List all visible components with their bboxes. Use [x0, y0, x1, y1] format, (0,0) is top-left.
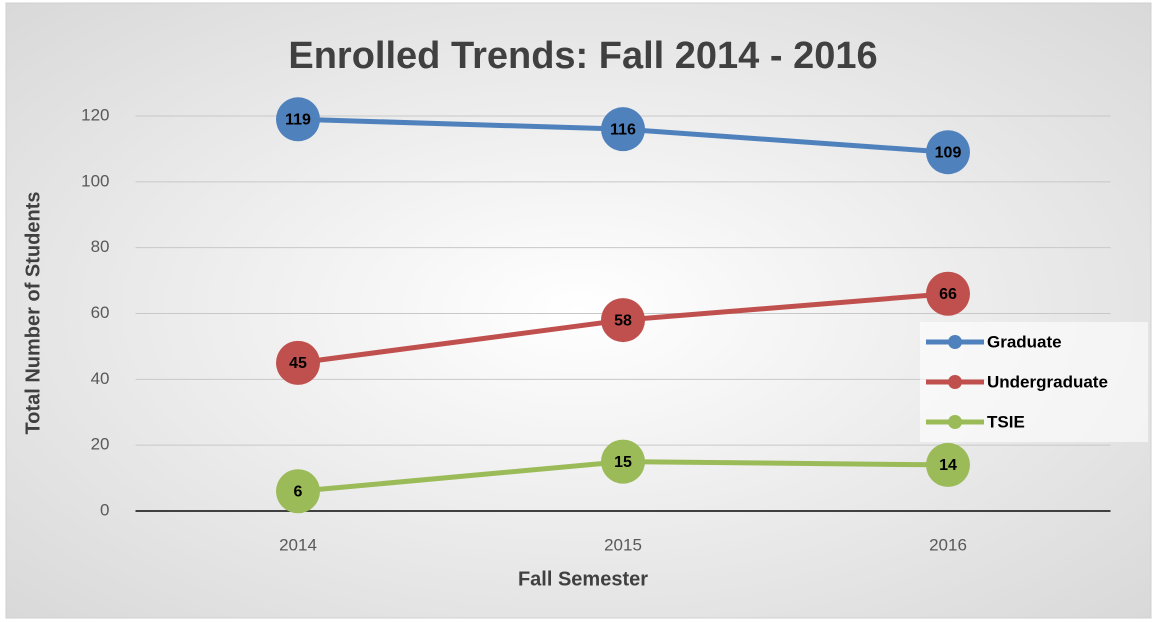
data-label: 15 — [614, 454, 632, 471]
x-tick-label: 2015 — [604, 535, 642, 554]
chart-background — [5, 2, 1152, 619]
marker — [601, 439, 645, 484]
legend-marker — [948, 335, 962, 349]
marker — [926, 442, 970, 487]
data-label: 45 — [289, 355, 307, 372]
marker — [276, 97, 320, 142]
data-label: 66 — [939, 286, 957, 303]
y-tick-label: 80 — [91, 237, 110, 256]
marker — [276, 340, 320, 385]
legend-marker — [948, 375, 962, 389]
marker — [601, 107, 645, 152]
legend-label: Graduate — [987, 332, 1062, 351]
y-tick-label: 120 — [81, 105, 109, 124]
marker — [926, 271, 970, 316]
data-label: 58 — [614, 312, 632, 329]
x-tick-label: 2014 — [279, 535, 317, 554]
chart-title: Enrolled Trends: Fall 2014 - 2016 — [288, 35, 877, 77]
legend-label: Undergraduate — [987, 372, 1108, 391]
legend-label: TSIE — [987, 412, 1025, 431]
data-label: 119 — [285, 112, 311, 129]
y-tick-label: 40 — [91, 369, 110, 388]
legend: Graduate Undergraduate TSIE — [920, 322, 1148, 442]
x-tick-label: 2016 — [929, 535, 967, 554]
data-label: 6 — [294, 483, 303, 500]
y-tick-label: 20 — [91, 435, 110, 454]
marker — [601, 298, 645, 343]
y-tick-label: 100 — [81, 171, 109, 190]
y-tick-label: 60 — [91, 303, 110, 322]
marker — [276, 469, 320, 514]
data-label: 116 — [610, 121, 636, 138]
y-axis-label: Total Number of Students — [22, 192, 44, 435]
legend-marker — [948, 415, 962, 429]
data-label: 14 — [939, 457, 957, 474]
data-label: 109 — [935, 144, 962, 161]
x-axis-label: Fall Semester — [518, 568, 648, 590]
y-tick-label: 0 — [100, 500, 109, 519]
marker — [926, 130, 970, 175]
